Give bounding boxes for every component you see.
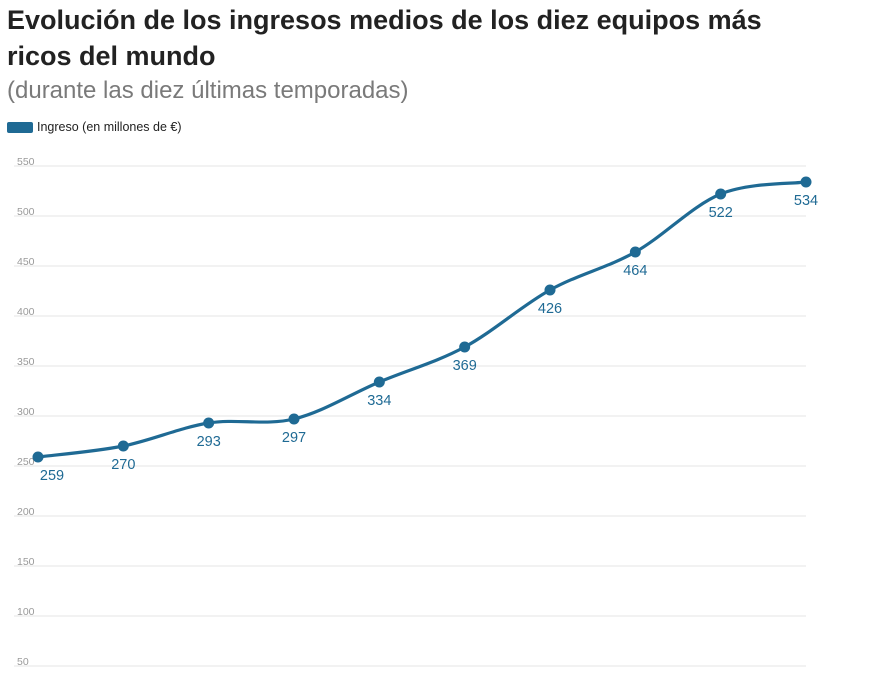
data-label: 334 xyxy=(367,393,391,409)
data-label: 426 xyxy=(538,301,562,317)
y-tick-label: 400 xyxy=(17,306,35,318)
y-tick-label: 50 xyxy=(17,656,29,668)
y-tick-label: 450 xyxy=(17,256,35,268)
chart-title: Evolución de los ingresos medios de los … xyxy=(7,5,762,71)
data-point[interactable] xyxy=(288,413,300,425)
data-point[interactable] xyxy=(459,341,471,353)
data-label: 259 xyxy=(40,468,64,484)
data-label: 534 xyxy=(794,193,818,209)
y-tick-label: 250 xyxy=(17,456,35,468)
y-tick-label: 550 xyxy=(17,156,35,168)
chart-subtitle: (durante las diez últimas temporadas) xyxy=(7,77,409,104)
data-label: 522 xyxy=(709,205,733,221)
data-point[interactable] xyxy=(629,246,641,258)
data-label: 464 xyxy=(623,263,647,279)
data-label: 293 xyxy=(197,434,221,450)
y-tick-label: 350 xyxy=(17,356,35,368)
series-line xyxy=(36,180,808,459)
y-tick-label: 300 xyxy=(17,406,35,418)
data-label: 270 xyxy=(111,457,135,473)
data-point[interactable] xyxy=(544,284,556,296)
legend: Ingreso (en millones de €) xyxy=(7,120,182,134)
y-tick-label: 500 xyxy=(17,206,35,218)
data-point[interactable] xyxy=(373,376,385,388)
data-point[interactable] xyxy=(800,176,812,188)
data-point[interactable] xyxy=(32,451,44,463)
y-tick-label: 150 xyxy=(17,556,35,568)
y-tick-label: 200 xyxy=(17,506,35,518)
legend-swatch xyxy=(7,121,33,133)
legend-label: Ingreso (en millones de €) xyxy=(37,120,182,134)
data-point[interactable] xyxy=(715,188,727,200)
y-tick-label: 100 xyxy=(17,606,35,618)
data-point[interactable] xyxy=(203,417,215,429)
data-label: 297 xyxy=(282,430,306,446)
data-point[interactable] xyxy=(117,440,129,452)
data-label: 369 xyxy=(453,358,477,374)
